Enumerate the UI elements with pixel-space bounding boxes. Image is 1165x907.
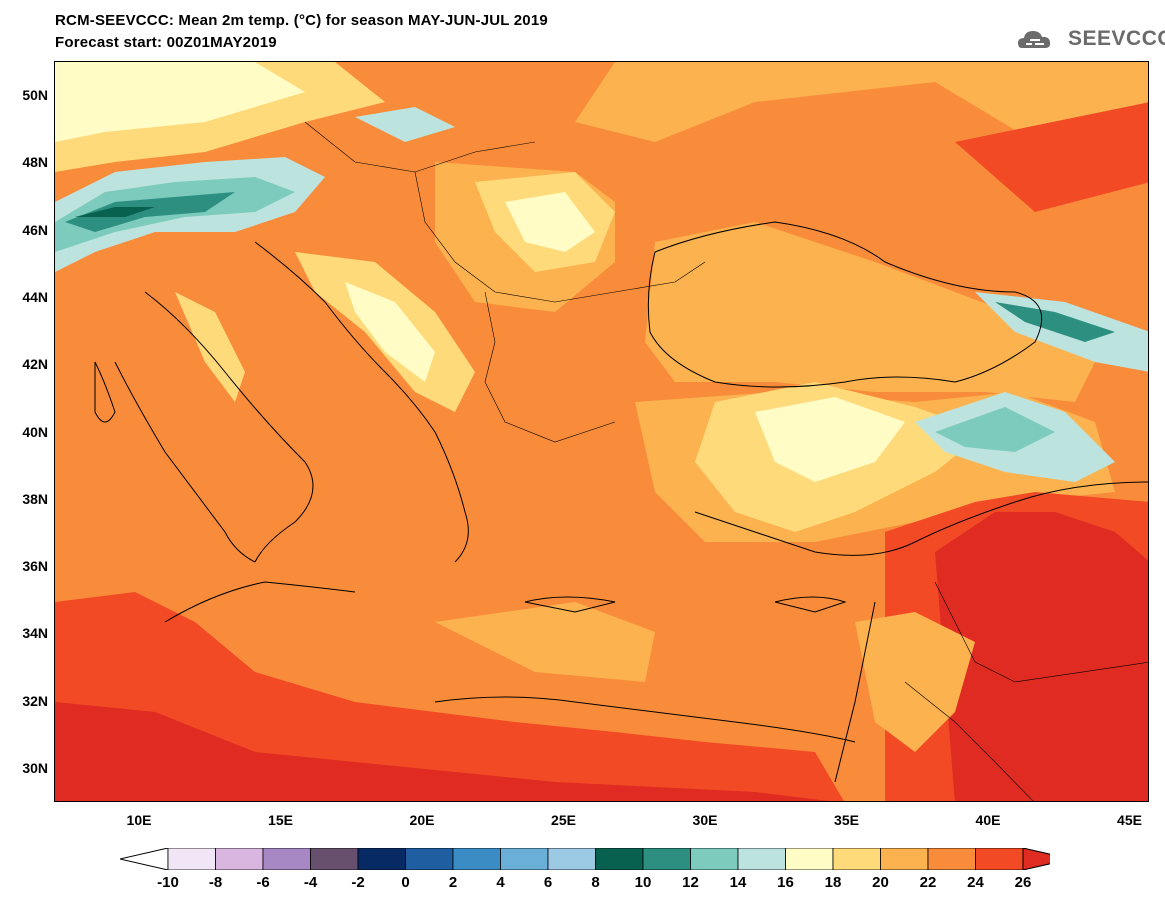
colorbar-label: 10 [634,874,652,891]
colorbar-label: 14 [729,874,747,891]
colorbar-label: -4 [303,874,318,891]
colorbar-label: 2 [448,874,458,891]
colorbar-label: 20 [872,874,889,891]
colorbar-label: -2 [351,874,365,891]
field-16-18-germany [55,62,305,142]
colorbar-label: 18 [824,874,842,891]
field-16-18-anatolia [755,397,905,482]
colorbar-box [262,848,311,870]
colorbar-box [500,848,549,870]
colorbar-box [357,848,406,870]
colorbar-box [167,848,216,870]
colorbar-label: -6 [256,874,270,891]
colorbar-label: -8 [208,874,223,891]
longitude-label: 25E [551,812,576,828]
colorbar-label: 24 [967,874,984,891]
colorbar-box [215,848,264,870]
colorbar-box [642,848,691,870]
colorbar-label: 6 [543,874,553,891]
field-10-12-alps [65,192,235,232]
longitude-label: 10E [126,812,152,828]
colorbar-box [310,848,359,870]
latitude-label: 44N [22,288,48,305]
colorbar-label: 4 [496,874,505,891]
colorbar-label: -10 [157,874,179,891]
seevccc-cloud-logo-icon [1018,31,1051,48]
field-20-22-blacksea [645,222,1095,402]
colorbar-box [785,848,834,870]
field-16-18-carpathians [505,192,595,252]
colorbar-box [975,848,1024,870]
colorbar-min-triangle [120,848,169,870]
map-title: RCM-SEEVCCC: Mean 2m temp. (°C) for seas… [55,12,548,29]
field-26plus-syria-iraq [935,512,1148,801]
colorbar-box [927,848,976,870]
colorbar-label: 16 [777,874,794,891]
longitude-label: 40E [975,812,1001,828]
latitude-label: 42N [22,356,48,373]
colorbar-box [595,848,644,870]
latitude-label: 32N [22,692,48,709]
latitude-label: 40N [22,423,48,440]
colorbar-label: 26 [1014,874,1032,891]
latitude-label: 34N [22,625,48,642]
colorbar-box [405,848,454,870]
longitude-label: 20E [409,812,435,828]
coastlines [94,221,1148,783]
field-10-12-caucasus [995,302,1115,342]
colorbar-box [737,848,786,870]
field-14-16-tatra [355,107,455,142]
longitude-label: 45E [1117,812,1142,828]
latitude-label: 48N [22,154,48,171]
longitude-label: 15E [268,812,293,828]
colorbar-label: 12 [682,874,699,891]
colorbar-max-triangle [1022,848,1050,870]
latitude-label: 46N [22,221,48,238]
latitude-label: 38N [22,490,48,507]
longitude-label: 35E [834,812,859,828]
colorbar-box [452,848,501,870]
country-borders [304,121,1148,801]
temperature-field-svg [55,62,1148,801]
colorbar-label: 0 [401,874,410,891]
colorbar-box [832,848,881,870]
field-12-14-east-anatolia [935,407,1055,452]
field-24-26-volga [955,102,1148,212]
field-16-18-balkans [345,282,435,382]
latitude-label: 50N [22,87,48,103]
seevccc-logo-text: SEEVCCC [1068,27,1165,50]
colorbar-box [547,848,596,870]
colorbar-box [690,848,739,870]
field-24-26-north-africa [55,592,844,801]
field-20-22-north [575,62,1148,142]
temperature-map[interactable] [54,61,1149,802]
latitude-label: 30N [22,760,48,776]
colorbar-label: 22 [919,874,937,891]
field-20-22-levant [855,612,975,752]
colorbar-label: 8 [591,874,600,891]
colorbar [120,848,1050,870]
field-26plus-north-africa [55,702,829,801]
latitude-label: 36N [22,558,48,575]
longitude-label: 30E [692,812,718,828]
field-20-22-sea [435,602,655,682]
field-8-10-alps [75,207,155,217]
colorbar-box [880,848,929,870]
forecast-start-subtitle: Forecast start: 00Z01MAY2019 [55,34,277,51]
